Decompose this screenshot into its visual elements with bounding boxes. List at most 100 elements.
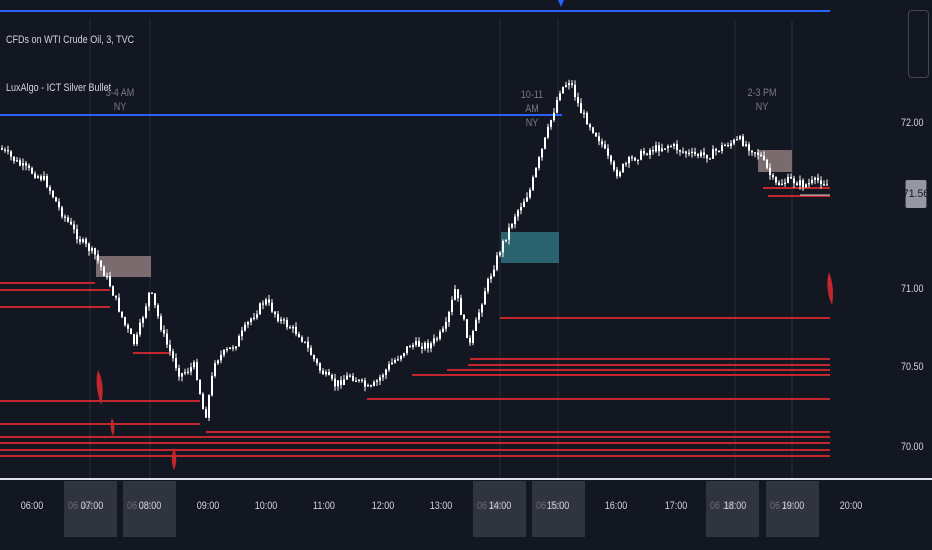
candle-body — [64, 216, 66, 218]
candle-body — [589, 124, 591, 128]
candle-body — [574, 84, 576, 97]
candle-body — [631, 157, 633, 159]
candle-body — [283, 319, 285, 321]
candle-body — [535, 167, 537, 178]
time-highlight: 06 Jul — [123, 481, 176, 537]
candle-body — [82, 239, 84, 242]
candle-body — [607, 148, 609, 156]
candle-body — [463, 315, 465, 320]
candle-body — [184, 372, 186, 374]
candle-body — [46, 176, 48, 187]
price-axis-label: 70.50 — [901, 361, 924, 373]
candle-body — [610, 155, 612, 162]
candle-body — [811, 179, 813, 184]
candle-body — [307, 341, 309, 348]
candle-body — [244, 324, 246, 331]
candle-body — [742, 136, 744, 146]
candle-body — [175, 358, 177, 368]
candle-body — [406, 346, 408, 354]
candle-body — [334, 378, 336, 387]
candle-body — [808, 183, 810, 185]
candle-body — [421, 346, 423, 349]
candle-body — [313, 355, 315, 360]
candle-body — [664, 148, 666, 150]
time-highlight: 06 Jul — [706, 481, 759, 537]
candle-body — [1, 148, 3, 150]
candle-body — [760, 154, 762, 157]
candle-body — [250, 318, 252, 323]
candle-body — [628, 157, 630, 164]
candle-body — [430, 343, 432, 349]
candle-body — [346, 375, 348, 380]
candle-body — [481, 304, 483, 313]
candle-body — [763, 155, 765, 160]
time-axis-label: 19:00 — [781, 500, 805, 512]
candle-body — [379, 377, 381, 381]
candle-body — [121, 311, 123, 317]
candle-body — [370, 385, 372, 387]
candle-body — [781, 183, 783, 185]
time-axis-label: 07:00 — [80, 500, 104, 512]
candle-body — [301, 337, 303, 342]
candle-body — [268, 299, 270, 303]
candle-body — [616, 169, 618, 177]
candle-body — [529, 189, 531, 198]
candle-body — [400, 355, 402, 360]
candle-body — [748, 144, 750, 151]
candle-body — [85, 239, 87, 244]
candle-body — [196, 362, 198, 380]
candle-body — [37, 176, 39, 178]
candle-body — [601, 141, 603, 145]
candle-body — [355, 380, 357, 382]
scale-control[interactable] — [908, 10, 929, 78]
candle-body — [445, 322, 447, 329]
candle-body — [190, 367, 192, 372]
candle-body — [571, 83, 573, 85]
candle-body — [517, 210, 519, 217]
candle-body — [556, 100, 558, 113]
candle-body — [100, 260, 102, 267]
candle-body — [502, 241, 504, 253]
candle-body — [562, 86, 564, 94]
blue-marker — [558, 0, 564, 7]
candle-body — [595, 132, 597, 137]
time-axis-label: 15:00 — [546, 500, 570, 512]
candle-body — [553, 112, 555, 121]
indicator-title[interactable]: LuxAlgo - ICT Silver Bullet — [6, 82, 112, 94]
candle-body — [514, 216, 516, 225]
candle-body — [418, 341, 420, 347]
time-axis-label: 16:00 — [604, 500, 628, 512]
candle-body — [226, 349, 228, 351]
candle-body — [115, 295, 117, 298]
candle-body — [16, 160, 18, 162]
candle-body — [688, 152, 690, 154]
liquidity-marker — [110, 418, 115, 436]
candle-body — [757, 152, 759, 155]
candle-body — [592, 127, 594, 133]
candle-body — [619, 172, 621, 177]
candle-body — [415, 341, 417, 345]
candle-body — [247, 322, 249, 325]
fvg-box-bearish — [96, 256, 151, 277]
candle-body — [142, 317, 144, 323]
candle-body — [28, 165, 30, 168]
candle-body — [223, 349, 225, 355]
candle-body — [163, 329, 165, 334]
candle-body — [667, 146, 669, 149]
candle-body — [4, 149, 6, 151]
time-axis-label: 18:00 — [723, 500, 747, 512]
candle-body — [604, 144, 606, 149]
price-axis-label: 71.00 — [901, 283, 924, 295]
candle-body — [559, 93, 561, 100]
candle-body — [34, 173, 36, 178]
candle-body — [403, 353, 405, 356]
candle-body — [202, 393, 204, 410]
candle-body — [271, 302, 273, 312]
candle-body — [769, 167, 771, 176]
candle-body — [661, 148, 663, 152]
symbol-title: CFDs on WTI Crude Oil, 3, TVC — [6, 34, 135, 46]
candle-body — [319, 363, 321, 371]
candle-body — [193, 362, 195, 368]
